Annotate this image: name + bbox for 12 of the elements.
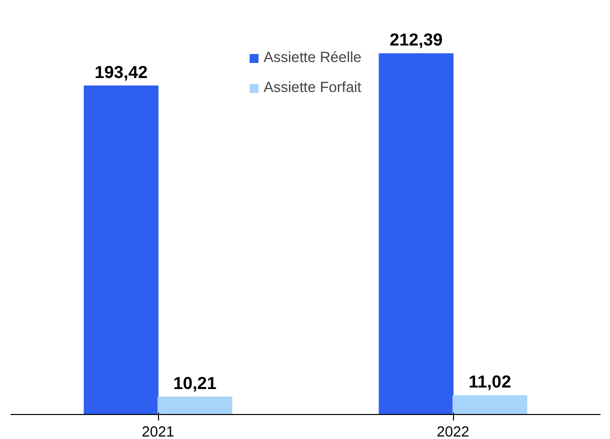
x-tick-label: 2022: [436, 424, 470, 439]
x-tick-label: 2021: [142, 424, 174, 439]
bar: [84, 86, 158, 414]
data-label: 10,21: [173, 373, 217, 394]
data-label: 11,02: [468, 372, 512, 392]
legend-label: Assiette Forfait: [264, 80, 362, 96]
bar: [158, 396, 232, 414]
bar: [378, 53, 454, 414]
legend-label: Assiette Réelle: [264, 50, 362, 66]
data-label: 193,42: [94, 62, 148, 82]
data-label: 212,39: [390, 30, 443, 50]
bar: [452, 395, 528, 414]
